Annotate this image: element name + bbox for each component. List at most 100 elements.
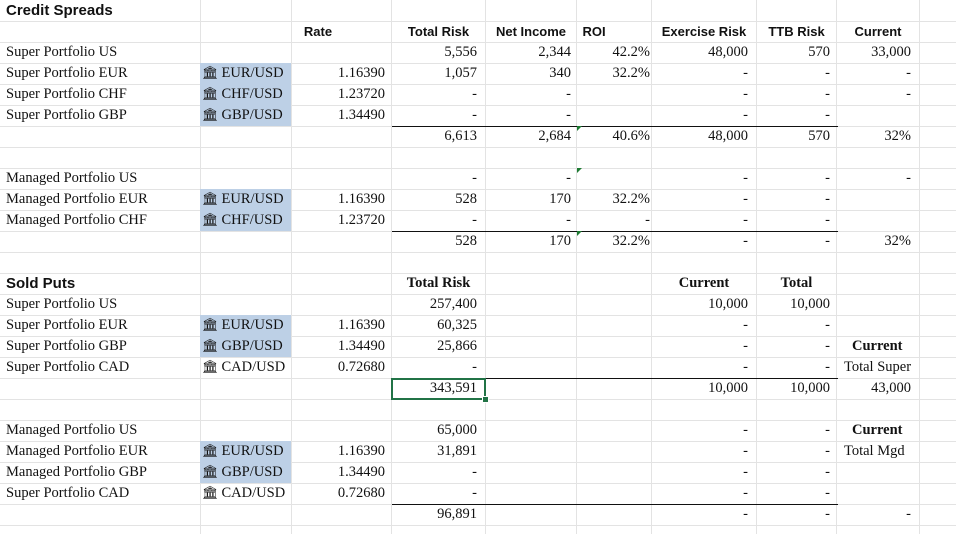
ttb-risk-value[interactable]: -: [825, 191, 830, 207]
portfolio-label[interactable]: Managed Portfolio US: [6, 422, 138, 438]
fx-pair-cell[interactable]: 🏛 EUR/USD: [200, 63, 291, 84]
total-value[interactable]: -: [825, 422, 830, 438]
exercise-risk-value[interactable]: -: [743, 86, 748, 102]
total-risk-value[interactable]: 1,057: [444, 65, 477, 81]
portfolio-label[interactable]: Super Portfolio US: [6, 296, 118, 312]
portfolio-label[interactable]: Super Portfolio GBP: [6, 107, 127, 123]
current-value[interactable]: 10,000: [708, 296, 748, 312]
fx-pair-cell[interactable]: 🏛 GBP/USD: [200, 462, 291, 483]
total-value[interactable]: -: [825, 359, 830, 375]
portfolio-label[interactable]: Managed Portfolio US: [6, 170, 138, 186]
current-value[interactable]: [838, 189, 911, 210]
portfolio-label[interactable]: Super Portfolio US: [6, 44, 118, 60]
current-value[interactable]: -: [743, 317, 748, 333]
total-risk-value[interactable]: -: [472, 485, 477, 501]
portfolio-label[interactable]: Managed Portfolio EUR: [6, 191, 148, 207]
current-value[interactable]: -: [743, 485, 748, 501]
total-risk-value[interactable]: 60,325: [437, 317, 477, 333]
total-risk-total[interactable]: 6,613: [444, 128, 477, 144]
rate-value[interactable]: [292, 420, 385, 441]
roi-value[interactable]: [577, 84, 650, 105]
total-risk-total[interactable]: 343,591: [429, 380, 477, 396]
exercise-risk-value[interactable]: -: [743, 65, 748, 81]
current-value[interactable]: -: [743, 464, 748, 480]
fx-pair-cell[interactable]: 🏛 GBP/USD: [200, 336, 291, 357]
side-total[interactable]: 43,000: [871, 380, 911, 396]
total-risk-value[interactable]: -: [472, 107, 477, 123]
fx-pair-cell[interactable]: 🏛 CAD/USD: [200, 483, 291, 504]
header-exercise-risk[interactable]: Exercise Risk: [661, 24, 747, 39]
total-risk-value[interactable]: -: [472, 359, 477, 375]
roi-total[interactable]: 40.6%: [612, 128, 650, 144]
roi-value[interactable]: -: [645, 212, 650, 228]
portfolio-label[interactable]: Super Portfolio CAD: [6, 359, 130, 375]
roi-total[interactable]: 32.2%: [612, 233, 650, 249]
ttb-risk-value[interactable]: 570: [808, 44, 830, 60]
side-label[interactable]: [838, 462, 911, 483]
fx-pair-cell[interactable]: 🏛 GBP/USD: [200, 105, 291, 126]
ttb-risk-value[interactable]: -: [825, 107, 830, 123]
header-total-risk[interactable]: Total Risk: [406, 275, 471, 291]
ttb-risk-value[interactable]: -: [825, 65, 830, 81]
exercise-risk-total[interactable]: -: [743, 233, 748, 249]
net-income-value[interactable]: -: [566, 107, 571, 123]
fx-pair-cell[interactable]: 🏛 EUR/USD: [200, 441, 291, 462]
current-value[interactable]: -: [906, 65, 911, 81]
total-risk-value[interactable]: -: [472, 464, 477, 480]
rate-value[interactable]: 1.34490: [337, 464, 385, 480]
net-income-value[interactable]: -: [566, 86, 571, 102]
total-risk-value[interactable]: -: [472, 86, 477, 102]
ttb-risk-value[interactable]: -: [825, 170, 830, 186]
current-value[interactable]: -: [743, 443, 748, 459]
total-value[interactable]: 10,000: [790, 296, 830, 312]
header-total[interactable]: Total: [780, 275, 813, 291]
exercise-risk-value[interactable]: 48,000: [708, 44, 748, 60]
current-value[interactable]: -: [743, 359, 748, 375]
total-total[interactable]: -: [825, 506, 830, 522]
header-rate[interactable]: Rate: [303, 24, 333, 39]
portfolio-label[interactable]: Managed Portfolio EUR: [6, 443, 148, 459]
ttb-risk-total[interactable]: 570: [808, 128, 830, 144]
total-risk-value[interactable]: 65,000: [437, 422, 477, 438]
net-income-value[interactable]: -: [566, 212, 571, 228]
roi-value[interactable]: [577, 168, 650, 189]
portfolio-label[interactable]: Managed Portfolio CHF: [6, 212, 147, 228]
total-value[interactable]: -: [825, 443, 830, 459]
total-value[interactable]: -: [825, 338, 830, 354]
header-net-income[interactable]: Net Income: [495, 24, 567, 39]
side-label[interactable]: Current: [852, 338, 903, 354]
net-income-value[interactable]: 2,344: [538, 44, 571, 60]
current-total[interactable]: -: [743, 506, 748, 522]
rate-value[interactable]: 1.16390: [337, 65, 385, 81]
rate-value[interactable]: [292, 294, 385, 315]
fx-pair-cell[interactable]: 🏛 CHF/USD: [200, 210, 291, 231]
fx-pair-cell[interactable]: 🏛 CHF/USD: [200, 84, 291, 105]
rate-value[interactable]: 0.72680: [337, 359, 385, 375]
net-income-total[interactable]: 170: [549, 233, 571, 249]
ttb-risk-value[interactable]: -: [825, 212, 830, 228]
total-total[interactable]: 10,000: [790, 380, 830, 396]
header-current[interactable]: Current: [678, 275, 730, 291]
fx-pair-cell[interactable]: 🏛 EUR/USD: [200, 315, 291, 336]
portfolio-label[interactable]: Super Portfolio CHF: [6, 86, 127, 102]
current-total[interactable]: 10,000: [708, 380, 748, 396]
rate-value[interactable]: 1.23720: [337, 86, 385, 102]
rate-value[interactable]: 1.34490: [337, 338, 385, 354]
total-value[interactable]: -: [825, 485, 830, 501]
exercise-risk-value[interactable]: -: [743, 191, 748, 207]
total-risk-total[interactable]: 528: [455, 233, 477, 249]
roi-value[interactable]: [577, 105, 650, 126]
fx-pair-cell[interactable]: 🏛 CAD/USD: [200, 357, 291, 378]
current-value[interactable]: [838, 105, 911, 126]
rate-value[interactable]: 0.72680: [337, 485, 385, 501]
header-ttb-risk[interactable]: TTB Risk: [768, 24, 825, 39]
header-total-risk[interactable]: Total Risk: [407, 24, 470, 39]
side-label[interactable]: [838, 294, 911, 315]
current-value[interactable]: [838, 210, 911, 231]
side-label[interactable]: Total Super: [844, 359, 912, 375]
rate-value[interactable]: 1.16390: [337, 191, 385, 207]
total-value[interactable]: -: [825, 464, 830, 480]
portfolio-label[interactable]: Super Portfolio EUR: [6, 65, 128, 81]
net-income-value[interactable]: 340: [549, 65, 571, 81]
